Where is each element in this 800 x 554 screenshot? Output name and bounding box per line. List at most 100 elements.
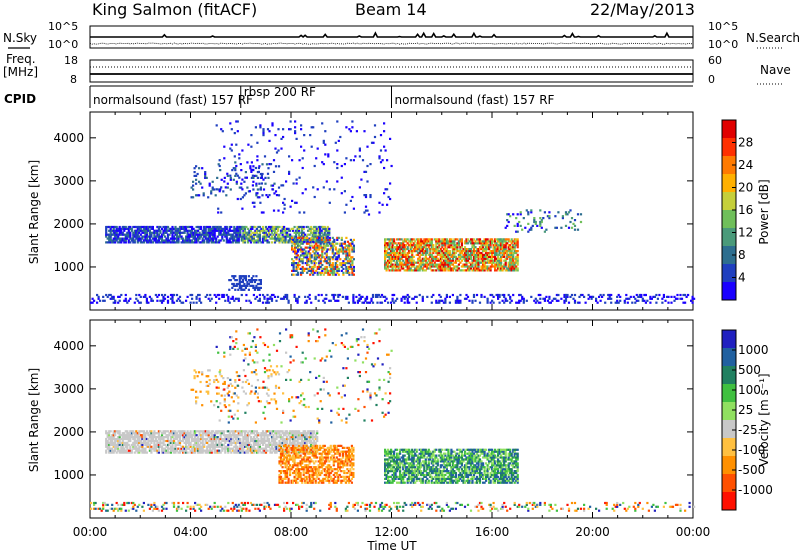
range-cell (141, 447, 144, 450)
range-cell (186, 430, 189, 433)
range-cell (261, 447, 265, 450)
range-cell (106, 295, 109, 298)
range-cell (213, 451, 216, 454)
range-cell (114, 237, 117, 240)
range-cell (352, 297, 355, 300)
range-cell (472, 255, 476, 258)
range-cell (448, 265, 451, 268)
range-cell (340, 238, 343, 241)
range-cell (266, 229, 269, 232)
range-cell (420, 253, 423, 256)
range-cell (201, 436, 204, 439)
range-cell (486, 269, 489, 272)
range-cell (497, 253, 500, 256)
range-cell (513, 251, 516, 255)
range-cell (316, 147, 319, 150)
range-cell (403, 240, 406, 243)
range-cell (216, 436, 219, 439)
range-cell (238, 286, 241, 289)
range-cell (229, 174, 232, 177)
range-cell (457, 250, 460, 253)
range-cell (259, 126, 262, 129)
range-cell (435, 242, 438, 245)
range-cell (459, 261, 462, 264)
range-cell (314, 235, 317, 238)
range-cell (367, 213, 371, 216)
range-cell (118, 436, 121, 439)
range-cell (239, 439, 242, 443)
range-cell (132, 233, 135, 236)
range-cell (432, 259, 435, 262)
range-cell (435, 265, 438, 268)
range-cell (223, 176, 226, 179)
range-cell (423, 242, 426, 245)
range-cell (403, 263, 406, 266)
range-cell (516, 242, 519, 245)
range-cell (430, 246, 433, 249)
range-cell (126, 441, 129, 444)
range-cell (352, 273, 355, 276)
range-cell (198, 233, 201, 236)
range-cell (230, 241, 233, 244)
range-cell (109, 439, 112, 443)
range-cell (157, 229, 160, 232)
range-cell (278, 225, 281, 229)
range-cell (281, 441, 284, 444)
range-cell (135, 235, 138, 238)
range-cell (264, 301, 268, 304)
range-cell (272, 437, 275, 441)
range-cell (235, 120, 238, 123)
range-cell (503, 240, 506, 243)
range-cell (364, 170, 368, 173)
range-cell (262, 130, 265, 133)
range-cell (248, 434, 251, 437)
range-cell (447, 269, 450, 272)
range-cell (191, 241, 194, 244)
range-cell (444, 242, 447, 245)
range-cell (451, 255, 454, 258)
range-cell (153, 233, 156, 236)
range-cell (406, 248, 409, 251)
range-cell (429, 261, 432, 264)
range-cell (150, 430, 153, 433)
range-cell (174, 229, 177, 232)
range-cell (263, 297, 266, 300)
range-cell (310, 244, 313, 247)
range-cell (153, 237, 156, 240)
range-cell (220, 178, 223, 181)
range-cell (328, 233, 331, 236)
range-cell (266, 239, 269, 242)
nave-tick-bottom: 0 (708, 73, 715, 86)
range-cell (151, 227, 154, 230)
range-cell (142, 235, 145, 238)
range-cell (409, 242, 412, 245)
range-cell (393, 259, 396, 262)
range-cell (156, 451, 159, 454)
range-cell (275, 434, 278, 437)
range-cell (316, 248, 319, 251)
range-cell (321, 250, 324, 253)
range-cell (337, 236, 340, 239)
range-cell (504, 246, 507, 249)
range-cell (361, 295, 364, 298)
range-cell (157, 434, 160, 437)
range-cell (301, 258, 304, 261)
range-cell (331, 262, 334, 265)
range-cell (246, 280, 249, 284)
range-cell (498, 261, 501, 264)
range-cell (150, 451, 153, 454)
range-cell (448, 261, 451, 264)
range-cell (324, 258, 327, 261)
range-cell (267, 434, 271, 437)
range-cell (108, 434, 111, 437)
range-cell (257, 299, 260, 302)
range-cell (260, 241, 263, 244)
range-cell (206, 231, 209, 234)
range-cell (438, 269, 441, 272)
range-cell (171, 445, 174, 448)
range-cell (539, 217, 542, 220)
range-cell (503, 253, 506, 256)
range-cell (396, 246, 399, 249)
range-cell (554, 226, 557, 229)
range-cell (644, 301, 647, 304)
